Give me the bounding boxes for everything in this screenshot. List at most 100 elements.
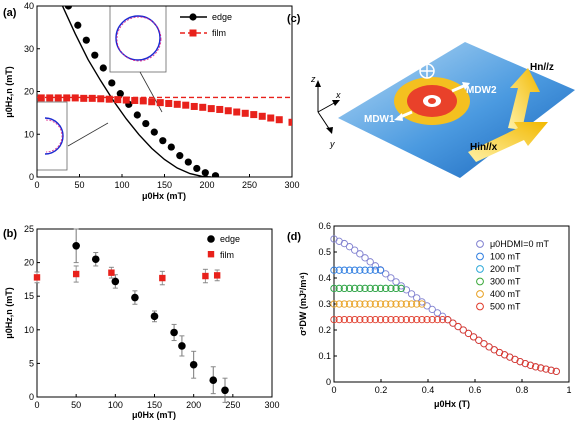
- edge-point: [64, 6, 73, 10]
- series-point-1: [376, 266, 385, 274]
- series-point-5: [366, 315, 374, 324]
- x-tick-label-d: 0.8: [516, 385, 529, 395]
- series-point-0: [340, 239, 348, 248]
- film-point: [207, 105, 215, 113]
- series-point-1: [340, 266, 348, 274]
- series-point-5: [480, 340, 488, 348]
- z-axis-label: z: [310, 74, 316, 84]
- film-point: [63, 94, 71, 102]
- y-axis-label: y: [329, 139, 335, 149]
- label-hn: Hn//z: [530, 62, 554, 73]
- series-point-4: [361, 300, 369, 308]
- y-tick-label-d: 0.6: [318, 221, 331, 231]
- label-dw1: MDW1: [364, 114, 395, 125]
- series-point-5: [537, 364, 545, 372]
- film-point: [139, 97, 147, 105]
- film-point: [54, 94, 62, 102]
- legend-marker-film-b: [207, 251, 215, 258]
- legend-marker-film: [189, 29, 197, 37]
- legend-marker-d-0: [476, 240, 484, 248]
- film-point: [131, 96, 139, 104]
- legend-label-edge: edge: [212, 12, 232, 22]
- series-point-5: [376, 315, 385, 324]
- series-point-1: [330, 266, 338, 274]
- y-tick-label-a: 20: [24, 87, 34, 97]
- series-point-5: [475, 336, 483, 344]
- x-tick-label-a: 50: [74, 180, 84, 190]
- y-tick-label-b: 5: [29, 358, 34, 368]
- film-point: [190, 102, 198, 110]
- film-point: [80, 94, 88, 102]
- series-point-3: [376, 284, 385, 293]
- y-tick-label-a: 10: [24, 129, 34, 139]
- legend-marker-edge: [189, 13, 197, 21]
- series-point-5: [371, 315, 380, 324]
- series-point-4: [407, 300, 416, 308]
- y-tick-label-d: 0.5: [318, 247, 331, 257]
- series-point-0: [438, 312, 447, 320]
- film-point: [199, 103, 207, 111]
- legend-marker-d-3: [476, 277, 484, 286]
- series-point-5: [444, 316, 452, 324]
- x-axis-title-a: μ0Hx (mT): [142, 191, 186, 201]
- film-point: [97, 95, 105, 103]
- series-point-3: [382, 284, 390, 293]
- film-point: [267, 114, 275, 122]
- series-point-5: [351, 315, 359, 324]
- film-point: [288, 118, 292, 126]
- legend-label-d-2: 200 mT: [490, 264, 521, 274]
- edge-point: [82, 36, 90, 44]
- y-tick-label-a: 30: [24, 44, 34, 54]
- legend-marker-d-2: [476, 265, 484, 273]
- core-dot: [428, 98, 436, 104]
- film-point: [213, 272, 221, 279]
- film-point: [165, 99, 173, 107]
- panel-b-label: (b): [3, 228, 17, 240]
- film-point: [46, 94, 54, 102]
- legend-marker-d-5: [476, 302, 484, 311]
- series-point-5: [552, 367, 560, 376]
- y-tick-label-d: 0.3: [318, 299, 331, 309]
- series-point-5: [397, 315, 405, 324]
- x-tick-label-a: 250: [242, 180, 257, 190]
- legend-label-d-1: 100 mT: [490, 252, 521, 262]
- film-point: [72, 270, 80, 278]
- series-point-0: [387, 274, 395, 282]
- inset-left: [36, 101, 68, 171]
- legend-marker-d-1: [476, 252, 484, 261]
- series-point-0: [351, 246, 359, 254]
- edge-point: [184, 158, 192, 166]
- series-point-4: [418, 300, 426, 308]
- edge-point: [150, 312, 159, 321]
- x-tick-label-b: 0: [34, 400, 39, 410]
- x-tick-label-b: 50: [71, 400, 81, 410]
- edge-point: [211, 172, 220, 177]
- x-axis-title-b: μ0Hx (mT): [132, 410, 176, 420]
- y-tick-label-d: 0.2: [318, 325, 331, 335]
- y-tick-label-b: 25: [24, 224, 34, 234]
- film-point: [224, 107, 232, 115]
- series-point-5: [438, 315, 447, 324]
- series-point-0: [366, 258, 374, 266]
- series-point-5: [387, 315, 395, 324]
- edge-point: [131, 293, 139, 302]
- x-tick-label-d: 0.4: [422, 385, 435, 395]
- panel-a-label: (a): [3, 7, 17, 19]
- series-point-5: [345, 315, 354, 324]
- edge-point: [74, 21, 82, 29]
- edge-point: [116, 90, 124, 98]
- panel-a-series: [37, 6, 292, 177]
- series-point-4: [413, 300, 421, 308]
- y-tick-label-b: 20: [24, 258, 34, 268]
- series-point-1: [356, 266, 364, 274]
- series-point-1: [335, 266, 343, 274]
- series-point-5: [526, 361, 535, 369]
- label-dw2: MDW2: [466, 85, 497, 96]
- legend-label-d-5: 500 mT: [490, 302, 521, 312]
- series-point-5: [454, 322, 462, 331]
- series-point-4: [356, 300, 364, 308]
- series-point-5: [464, 329, 473, 338]
- y-axis-title-a: μ0Hz,n (mT): [4, 66, 14, 118]
- series-point-0: [361, 254, 369, 262]
- edge-point: [178, 342, 186, 350]
